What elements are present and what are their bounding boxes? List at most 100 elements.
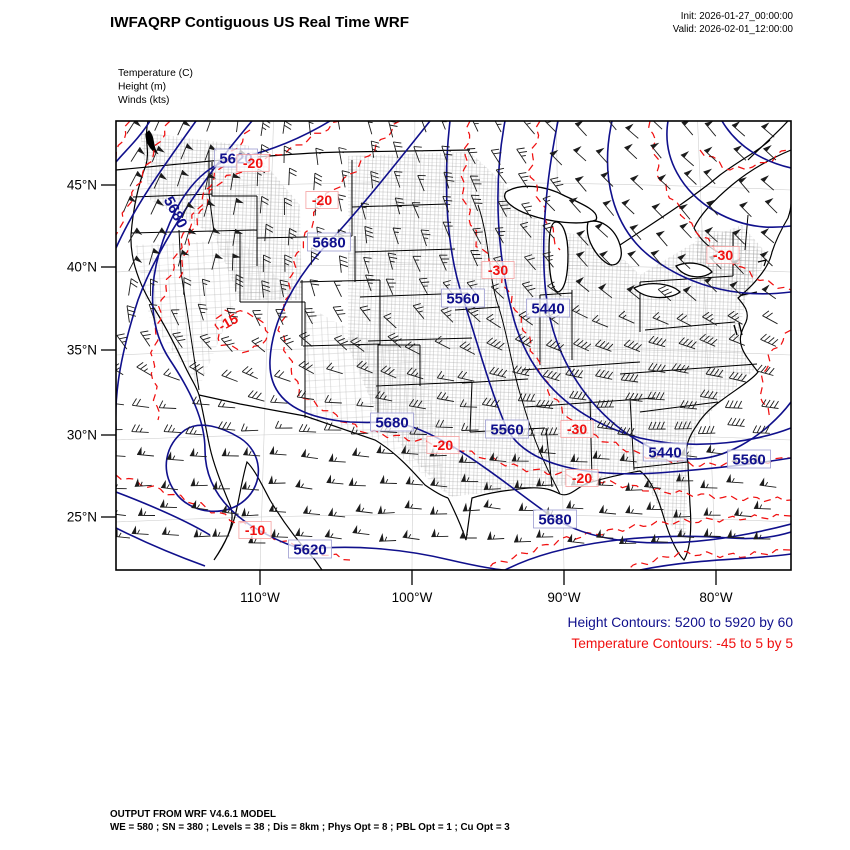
wind-barb xyxy=(572,305,588,319)
wind-barb xyxy=(370,140,380,158)
wind-barb-pennant xyxy=(377,505,383,514)
wind-barb-pennant xyxy=(159,498,165,508)
wind-barb xyxy=(574,178,587,192)
wind-barb xyxy=(761,288,777,300)
wind-barb xyxy=(523,121,535,135)
wind-barb xyxy=(217,399,236,409)
wind-barb xyxy=(680,154,694,167)
wind-barb xyxy=(236,121,239,133)
wind-barb xyxy=(176,169,184,187)
wind-barb xyxy=(328,511,346,518)
wind-barb xyxy=(470,250,483,267)
wind-barb-pennant xyxy=(215,253,224,260)
wind-barb xyxy=(759,253,773,267)
lake-huron xyxy=(586,220,622,266)
wind-barb xyxy=(284,197,292,216)
wind-barb xyxy=(595,339,614,352)
county-texture-region xyxy=(640,462,688,540)
temperature-contour-label-box xyxy=(238,521,272,539)
wind-barb xyxy=(494,227,506,244)
wind-barb-pennant xyxy=(573,145,582,153)
height-contour-label-text: 5560 xyxy=(732,451,765,468)
wind-barb xyxy=(678,206,691,220)
wind-barb-pennant xyxy=(458,454,464,463)
wind-barb xyxy=(140,330,151,347)
wind-barb xyxy=(568,199,581,213)
wind-barb xyxy=(418,277,430,295)
wind-barb-pennant xyxy=(110,480,115,488)
wind-barb-pennant xyxy=(676,472,681,482)
wind-barb xyxy=(657,177,671,190)
wind-barb xyxy=(193,532,211,538)
wind-barb-pennant xyxy=(137,147,145,155)
wind-barb xyxy=(676,313,693,327)
wind-barb xyxy=(595,150,608,164)
wind-barb xyxy=(128,278,139,296)
temperature-contour-label-text: -30 xyxy=(488,262,508,278)
temperature-contour-label: -30 xyxy=(481,261,515,279)
wind-barb xyxy=(326,478,344,485)
wind-barb xyxy=(323,422,342,431)
wind-barb xyxy=(220,336,235,352)
wind-barb-pennant xyxy=(650,114,658,121)
wind-barb xyxy=(116,403,124,406)
height-contour-label: 5560 xyxy=(727,449,771,469)
wind-barb xyxy=(221,369,238,382)
wind-barb xyxy=(739,204,752,218)
wind-barb xyxy=(177,121,185,136)
wind-barb-pennant xyxy=(159,227,168,235)
wind-barb xyxy=(338,255,349,273)
wind-barb-pennant xyxy=(727,529,732,538)
temperature-contour-info: Temperature Contours: -45 to 5 by 5 xyxy=(571,636,793,651)
wind-barb xyxy=(648,362,666,373)
wind-barb xyxy=(657,285,672,302)
legend-temperature: Temperature (C) xyxy=(118,68,193,79)
wind-barb-pennant xyxy=(241,480,247,490)
wind-barb xyxy=(126,305,137,323)
wind-barb xyxy=(650,252,663,266)
wind-barb xyxy=(512,365,531,377)
wind-barb-pennant xyxy=(295,527,300,536)
wind-barb xyxy=(727,417,745,427)
wind-barb-pennant xyxy=(131,525,137,534)
wind-barb xyxy=(518,172,529,189)
wind-barb-pennant xyxy=(483,499,489,508)
wind-barb xyxy=(116,510,126,517)
wind-barb xyxy=(131,424,149,433)
wind-barb xyxy=(704,122,717,137)
wind-barb xyxy=(652,121,663,130)
wind-barb-pennant xyxy=(352,447,357,456)
wind-barb xyxy=(247,390,265,402)
temperature-contour-label: -20 xyxy=(565,469,599,487)
wind-barb-pennant xyxy=(703,527,709,537)
wind-barb xyxy=(230,173,234,190)
wind-barb xyxy=(648,335,667,348)
wind-barb-pennant xyxy=(243,446,248,456)
wind-barb xyxy=(627,252,640,267)
wind-barb-pennant xyxy=(566,499,571,509)
wind-barb-pennant xyxy=(134,477,140,487)
wind-barb xyxy=(519,221,532,238)
wind-barb xyxy=(728,333,745,346)
wind-barb xyxy=(197,303,208,321)
wind-barb-pennant xyxy=(570,453,576,462)
footer-model-line: OUTPUT FROM WRF V4.6.1 MODEL xyxy=(110,809,276,820)
wind-barb xyxy=(763,148,777,161)
height-contour-label-box xyxy=(288,539,332,559)
wind-barb-pennant xyxy=(212,528,217,537)
wind-barb xyxy=(134,481,152,487)
wind-barb xyxy=(270,532,289,538)
wind-barb xyxy=(356,398,374,408)
wind-barb-pennant xyxy=(761,122,770,130)
wind-barb xyxy=(116,532,130,539)
wind-barb xyxy=(394,197,405,215)
wind-barb xyxy=(442,221,453,238)
wind-barb xyxy=(573,149,587,162)
wind-barb-pennant xyxy=(241,507,247,516)
wind-barb-pennant xyxy=(404,499,410,508)
wind-barb xyxy=(259,196,269,214)
wind-barb xyxy=(431,532,449,538)
lake-erie xyxy=(632,282,681,299)
temperature-contour-label-box xyxy=(236,154,270,172)
height-contour-label-box xyxy=(370,412,414,432)
